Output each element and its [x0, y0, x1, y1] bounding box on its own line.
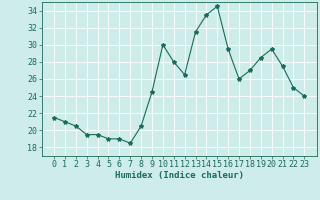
X-axis label: Humidex (Indice chaleur): Humidex (Indice chaleur): [115, 171, 244, 180]
